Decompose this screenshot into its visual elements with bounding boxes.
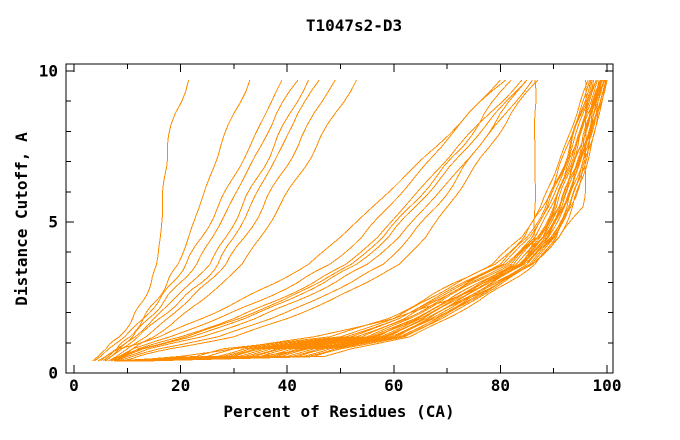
model-curve bbox=[108, 79, 501, 362]
model-curve bbox=[121, 79, 597, 362]
y-axis-label: Distance Cutoff, A bbox=[12, 132, 31, 306]
model-curve bbox=[119, 79, 591, 362]
model-curve bbox=[104, 79, 309, 362]
model-curve bbox=[116, 79, 533, 362]
model-curve bbox=[119, 79, 528, 362]
x-tick-label: 0 bbox=[69, 376, 79, 395]
model-curve bbox=[137, 80, 587, 362]
x-tick-label: 60 bbox=[384, 376, 403, 395]
model-curve bbox=[137, 79, 607, 362]
model-curve bbox=[105, 79, 320, 362]
model-curves bbox=[92, 79, 608, 362]
model-curve bbox=[148, 79, 608, 362]
y-tick-label: 10 bbox=[39, 62, 58, 81]
axes-frame: 0 20 40 60 80 100 0 5 10 bbox=[39, 62, 622, 396]
model-curve bbox=[121, 79, 597, 362]
y-tick-label: 0 bbox=[48, 364, 58, 383]
model-curve bbox=[102, 79, 299, 362]
x-tick-label: 40 bbox=[278, 376, 297, 395]
model-curve bbox=[127, 80, 537, 362]
model-curve bbox=[108, 79, 336, 362]
model-curve bbox=[132, 80, 603, 362]
x-tick-label: 100 bbox=[593, 376, 622, 395]
model-curve bbox=[111, 79, 357, 362]
model-curve bbox=[127, 79, 598, 362]
model-curve bbox=[116, 79, 592, 362]
model-curve bbox=[97, 79, 507, 362]
chart-title: T1047s2-D3 bbox=[306, 16, 402, 35]
model-curve bbox=[111, 79, 523, 362]
model-curve bbox=[113, 79, 528, 362]
model-curve bbox=[127, 79, 603, 362]
x-axis-label: Percent of Residues (CA) bbox=[223, 402, 454, 421]
plot-frame bbox=[65, 63, 614, 374]
model-curve bbox=[129, 79, 602, 362]
model-curve bbox=[132, 79, 602, 362]
model-curve bbox=[121, 79, 539, 362]
model-curve bbox=[124, 80, 593, 362]
x-tick-label: 20 bbox=[171, 376, 190, 395]
model-curve bbox=[92, 79, 190, 362]
y-tick-label: 5 bbox=[48, 213, 58, 232]
model-curve bbox=[124, 79, 595, 362]
model-curve bbox=[127, 80, 600, 362]
model-curve bbox=[113, 79, 589, 362]
x-tick-label: 80 bbox=[491, 376, 510, 395]
model-curve bbox=[94, 79, 283, 362]
model-curve bbox=[111, 79, 512, 362]
model-curve bbox=[100, 79, 251, 362]
model-curve bbox=[145, 79, 608, 362]
